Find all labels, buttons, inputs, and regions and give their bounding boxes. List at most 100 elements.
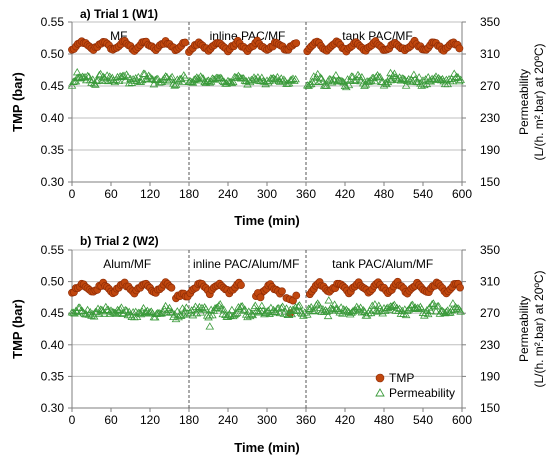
permeability-point [456, 75, 465, 83]
tmp-point [181, 38, 189, 47]
phase-label: tank PAC/Alum/MF [332, 257, 433, 271]
y-tick-label: 0.50 [41, 47, 65, 61]
y-axis-label: TMP (bar) [10, 72, 25, 132]
x-tick-label: 540 [413, 413, 433, 427]
permeability-point [231, 309, 241, 317]
legend-tmp-marker [375, 373, 385, 383]
y2-tick-label: 190 [480, 143, 500, 157]
permeability-point [219, 305, 229, 314]
permeability-point [257, 301, 267, 309]
permeability-point [93, 304, 103, 312]
phase-label: inline PAC/Alum/MF [193, 257, 299, 271]
permeability-point [295, 301, 304, 309]
x-tick-label: 360 [296, 187, 316, 201]
permeability-point [291, 75, 300, 83]
permeability-point [277, 303, 286, 312]
permeability-point [218, 309, 228, 318]
tmp-point [455, 44, 464, 53]
permeability-point [232, 308, 242, 316]
permeability-point [260, 309, 269, 318]
permeability-point [98, 72, 108, 80]
permeability-point [324, 296, 334, 304]
permeability-point [455, 76, 464, 85]
y2-axis-label-line2: (L/(h. m².bar) at 20ºC) [532, 270, 546, 387]
permeability-point [383, 77, 393, 86]
x-tick-label: 60 [104, 187, 118, 201]
permeability-point [378, 309, 387, 317]
permeability-point [278, 302, 287, 310]
permeability-point [431, 307, 441, 315]
tmp-point [278, 287, 286, 296]
permeability-point [370, 76, 380, 85]
x-axis-label: Time (min) [234, 440, 300, 455]
permeability-point [195, 302, 204, 311]
permeability-point [364, 77, 373, 85]
y2-tick-label: 230 [480, 338, 500, 352]
y-tick-label: 0.45 [41, 306, 65, 320]
permeability-point [182, 303, 191, 311]
y2-axis-label-line2: (L/(h. m².bar) at 20ºC) [532, 43, 546, 160]
permeability-point [417, 81, 426, 89]
permeability-point [303, 81, 312, 89]
permeability-point [390, 300, 399, 308]
permeability-point [83, 71, 92, 80]
tmp-point [292, 39, 301, 47]
y-tick-label: 0.40 [41, 338, 65, 352]
y2-axis-label-line1: Permeability [517, 296, 531, 362]
permeability-point [75, 72, 85, 81]
permeability-point [426, 306, 436, 315]
permeability-point [401, 81, 411, 89]
x-tick-label: 420 [335, 187, 355, 201]
permeability-point [91, 80, 100, 88]
x-tick-label: 420 [335, 413, 355, 427]
x-tick-label: 300 [257, 413, 277, 427]
permeability-point [214, 301, 224, 309]
permeability-point [170, 81, 179, 89]
permeability-point [293, 302, 303, 310]
permeability-point [197, 73, 207, 82]
y2-axis-label-line1: Permeability [517, 69, 531, 135]
permeability-point [67, 81, 77, 89]
permeability-point [150, 75, 160, 84]
permeability-point [408, 77, 417, 85]
permeability-point [208, 310, 217, 319]
permeability-point [427, 74, 437, 82]
permeability-point [95, 309, 104, 317]
permeability-point [343, 307, 352, 315]
permeability-point [140, 69, 150, 77]
x-tick-label: 240 [218, 413, 238, 427]
y-tick-label: 0.50 [41, 275, 65, 289]
permeability-point [309, 307, 319, 315]
x-tick-label: 60 [104, 413, 118, 427]
permeability-point [310, 77, 320, 85]
permeability-point [344, 80, 354, 89]
chart-panel-b: 0.30 0.35 0.40 0.45 0.50 0.55 150 190 230 270 310 3… [10, 234, 546, 455]
permeability-point [357, 72, 367, 81]
y-tick-label: 0.55 [41, 15, 65, 29]
permeability-point [96, 69, 105, 78]
permeability-point [371, 306, 381, 315]
permeability-point [456, 307, 465, 315]
permeability-point [113, 305, 122, 314]
permeability-point [284, 310, 294, 319]
permeability-point [161, 72, 170, 80]
permeability-point [407, 301, 416, 309]
x-tick-label: 540 [413, 187, 433, 201]
permeability-point [414, 73, 424, 81]
permeability-point [375, 72, 385, 81]
x-tick-label: 300 [257, 187, 277, 201]
x-tick-label: 240 [218, 187, 238, 201]
x-tick-label: 480 [374, 413, 394, 427]
permeability-point [227, 305, 237, 314]
y-tick-label: 0.30 [41, 401, 65, 415]
permeability-point [243, 80, 252, 88]
permeability-point [439, 308, 449, 316]
permeability-point [282, 304, 291, 312]
y2-tick-label: 270 [480, 79, 500, 93]
permeability-point [195, 76, 204, 84]
permeability-point [212, 303, 221, 312]
y2-tick-label: 230 [480, 111, 500, 125]
permeability-point [187, 306, 196, 314]
y2-tick-label: 350 [480, 15, 500, 29]
